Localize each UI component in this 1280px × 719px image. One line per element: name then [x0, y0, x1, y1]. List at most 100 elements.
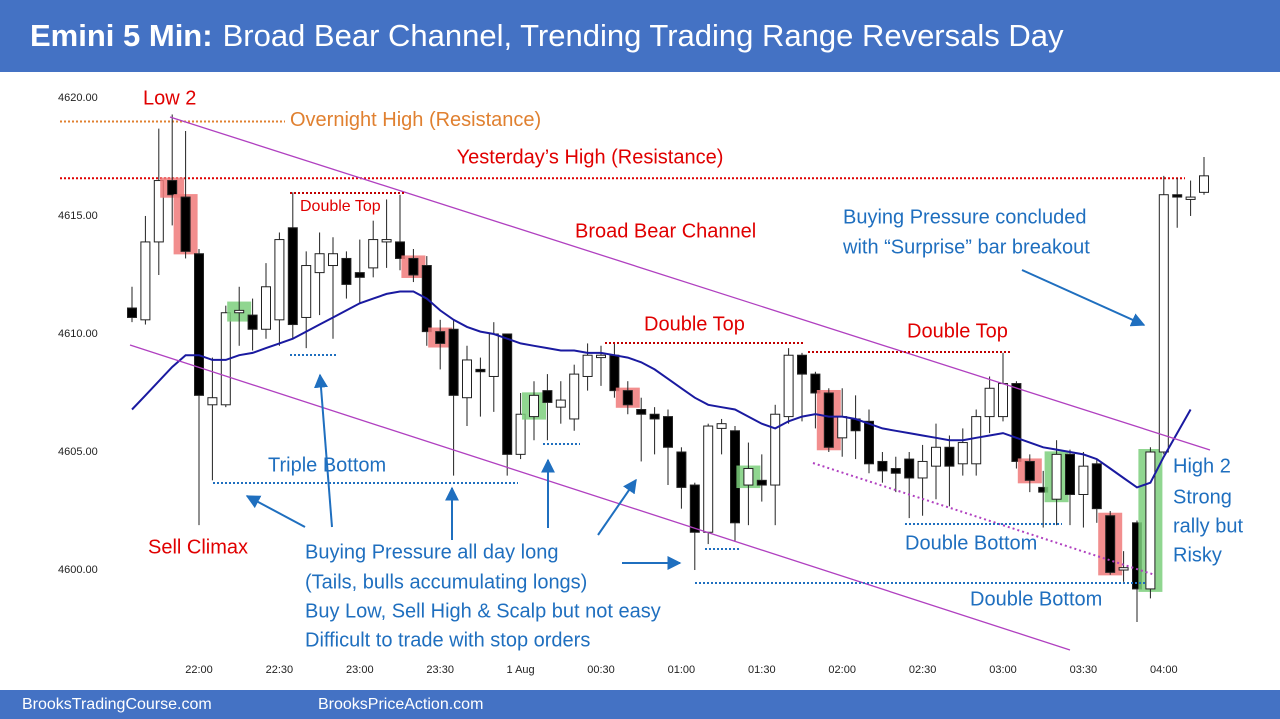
- x-tick-label: 03:30: [1070, 664, 1098, 676]
- candle-body: [703, 425, 714, 533]
- candle-body: [194, 253, 204, 396]
- candle-body: [448, 328, 459, 396]
- candle-body: [756, 479, 767, 486]
- y-tick-label: 4600.00: [58, 564, 98, 576]
- candle-body: [743, 468, 754, 486]
- annotation: Double Bottom: [905, 532, 1037, 554]
- candle-body: [167, 180, 178, 196]
- candle-body: [1051, 453, 1062, 500]
- x-tick-label: 23:00: [346, 664, 374, 676]
- y-tick-label: 4610.00: [58, 328, 98, 340]
- arrow: [314, 373, 333, 528]
- candle-body: [837, 416, 848, 439]
- candle-body: [247, 314, 258, 330]
- annotation: Low 2: [143, 87, 196, 109]
- annotation: High 2: [1173, 455, 1231, 477]
- candle-body: [783, 354, 794, 418]
- candle-body: [944, 446, 955, 467]
- candle-body: [663, 416, 673, 448]
- candle-body: [649, 413, 660, 420]
- annotation: Double Top: [907, 320, 1008, 342]
- y-tick-label: 4620.00: [58, 92, 98, 104]
- annotation: Difficult to trade with stop orders: [305, 629, 590, 651]
- channel-line: [169, 116, 1211, 451]
- candle-body: [435, 331, 446, 344]
- channel-line: [129, 344, 1071, 651]
- candle-body: [810, 373, 821, 394]
- candle-body: [596, 354, 606, 359]
- candle-body: [341, 257, 352, 285]
- candle-body: [971, 416, 982, 465]
- annotation: Strong: [1173, 486, 1232, 508]
- candle-body: [877, 460, 888, 472]
- candle-body: [274, 239, 285, 321]
- candle-body: [716, 423, 727, 429]
- candle-body: [408, 257, 419, 276]
- candle-body: [1118, 567, 1129, 571]
- candle-body: [689, 484, 700, 533]
- candle-body: [1199, 175, 1209, 193]
- candle-body: [140, 241, 151, 321]
- annotation: with “Surprise” bar breakout: [842, 236, 1090, 258]
- annotation: Buying Pressure all day long: [305, 541, 558, 563]
- candle-body: [287, 227, 298, 326]
- candle-body: [395, 241, 405, 259]
- annotations: Low 2 Double Top Broad Bear Channel Doub…: [143, 87, 1243, 651]
- candle-body: [368, 239, 379, 269]
- candle-body: [462, 359, 472, 399]
- candle-body: [127, 307, 137, 318]
- candle-body: [1024, 460, 1035, 481]
- candle-body: [797, 354, 807, 375]
- candle-body: [328, 253, 338, 267]
- footer-link: BrooksPriceAction.com: [318, 696, 483, 713]
- candle-body: [1091, 463, 1102, 510]
- arrow: [597, 478, 637, 536]
- x-tick-label: 1 Aug: [507, 664, 535, 676]
- candle-body: [529, 394, 539, 418]
- candle-body: [957, 442, 968, 465]
- candle-body: [823, 392, 834, 448]
- x-tick-label: 03:00: [989, 664, 1017, 676]
- chart-title: Emini 5 Min: Broad Bear Channel, Trending…: [30, 18, 1064, 53]
- candle-body: [569, 373, 580, 420]
- plot-area: 4600.00 4605.00 4610.00 4615.00 4620.00 22:00…: [58, 92, 1209, 676]
- annotation: Sell Climax: [148, 536, 248, 558]
- candle-body: [636, 409, 647, 415]
- candle-body: [515, 413, 526, 455]
- reference-label: Overnight High (Resistance): [290, 109, 541, 131]
- x-tick-label: 01:00: [668, 664, 696, 676]
- annotation: Broad Bear Channel: [575, 220, 756, 242]
- candle-body: [234, 309, 245, 314]
- candle-body: [1078, 465, 1089, 495]
- candle-body: [542, 390, 553, 403]
- candle-body: [676, 451, 687, 488]
- candle-body: [609, 354, 620, 392]
- candle-body: [890, 468, 901, 474]
- annotation: Double Bottom: [970, 588, 1102, 610]
- ema-line: [131, 290, 1192, 489]
- x-tick-label: 02:00: [828, 664, 856, 676]
- candle-body: [582, 354, 593, 377]
- candle-body: [488, 333, 499, 377]
- candle-body: [864, 420, 874, 465]
- footer-bar: [0, 690, 1280, 719]
- annotation: rally but: [1173, 515, 1243, 537]
- x-tick-label: 22:30: [266, 664, 294, 676]
- candle-body: [555, 399, 566, 408]
- candle-body: [998, 383, 1008, 418]
- annotation: Buy Low, Sell High & Scalp but not easy: [305, 600, 661, 622]
- candle-body: [180, 196, 191, 252]
- annotation: Risky: [1173, 544, 1222, 566]
- x-tick-label: 23:30: [426, 664, 454, 676]
- annotation: Double Top: [300, 198, 381, 215]
- candle-body: [261, 286, 271, 330]
- candle-body: [904, 458, 915, 479]
- x-tick-label: 22:00: [185, 664, 213, 676]
- candle-body: [1145, 451, 1156, 590]
- candle-body: [917, 460, 928, 479]
- candle-body: [475, 368, 486, 373]
- candle-body: [1105, 515, 1116, 573]
- annotation: Double Top: [644, 313, 745, 335]
